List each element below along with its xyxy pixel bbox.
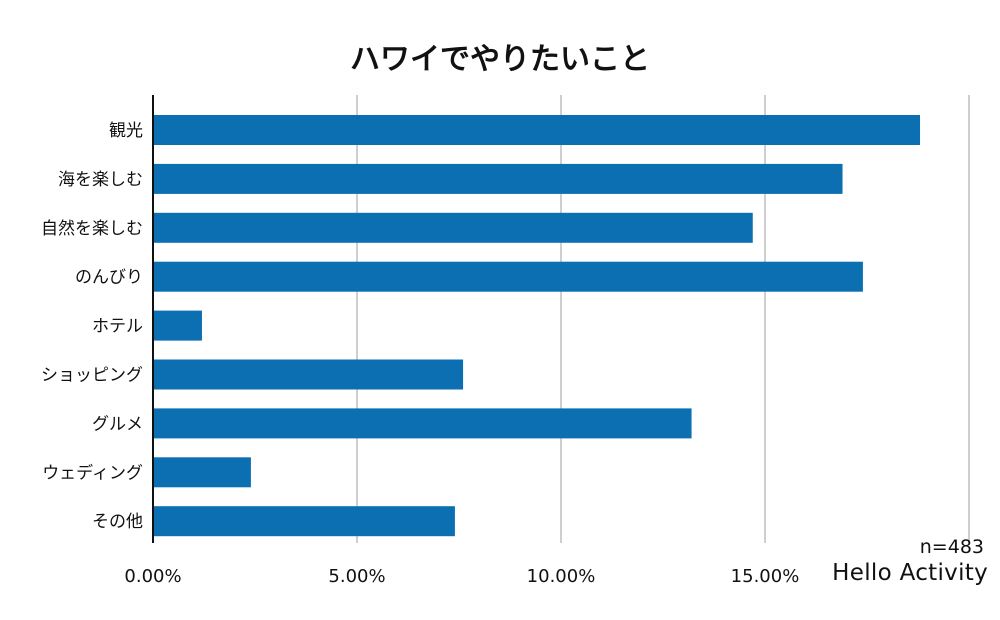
bar [153, 506, 455, 537]
brand-logo: Hello Activity [832, 560, 988, 586]
category-label: のんびり [75, 268, 143, 288]
x-tick-labels: 0.00% 5.00% 10.00% 15.00% [124, 566, 799, 587]
chart-title: ハワイでやりたいこと [350, 42, 650, 77]
grid-lines [356, 95, 970, 543]
x-tick-label: 10.00% [527, 566, 596, 587]
category-label: ショッピング [41, 366, 143, 386]
category-label: 海を楽しむ [58, 170, 143, 190]
category-label: ホテル [92, 317, 143, 337]
bar [153, 408, 692, 439]
bar [153, 359, 464, 390]
category-label: ウェディング [42, 462, 143, 483]
category-label: その他 [92, 512, 143, 532]
x-tick-label: 5.00% [328, 566, 385, 587]
sample-size-note: n=483 [919, 536, 984, 558]
bars [153, 115, 921, 537]
x-tick-label: 0.00% [124, 566, 181, 587]
x-tick-label: 15.00% [731, 566, 800, 587]
bar [153, 163, 843, 194]
category-label: 自然を楽しむ [41, 219, 143, 239]
bar [153, 310, 202, 341]
bar [153, 212, 753, 243]
bar [153, 115, 921, 145]
category-label: 観光 [109, 121, 143, 141]
bar [153, 457, 251, 488]
bar [153, 261, 863, 292]
category-label: グルメ [92, 414, 143, 434]
